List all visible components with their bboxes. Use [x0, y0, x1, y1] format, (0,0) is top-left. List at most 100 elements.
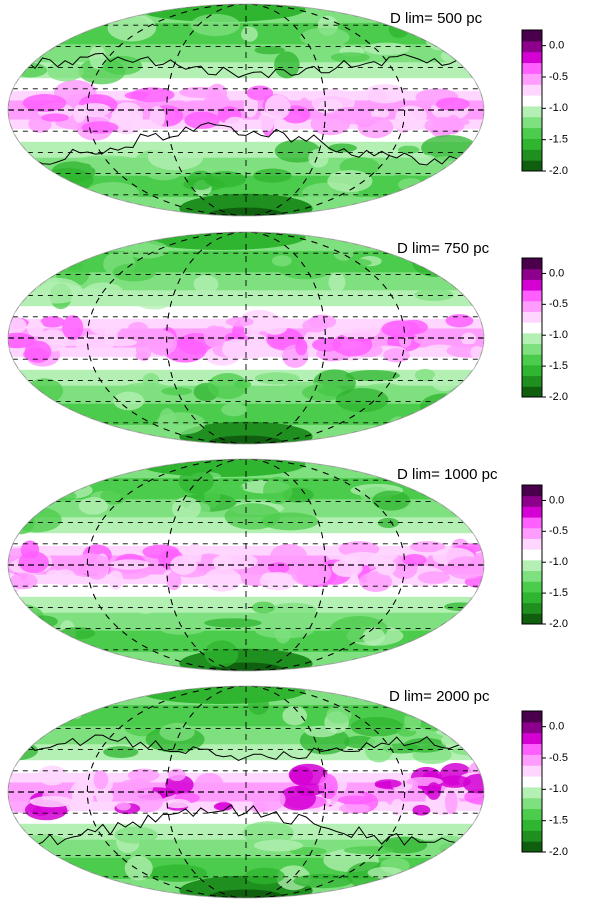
intensity-blob — [330, 52, 370, 63]
meridian-line — [166, 4, 326, 216]
intensity-blob — [22, 94, 67, 112]
intensity-blob — [446, 632, 484, 641]
intensity-blob — [383, 348, 411, 363]
intensity-blob — [251, 601, 275, 614]
intensity-blob — [195, 772, 224, 795]
map-outline — [7, 685, 485, 899]
intensity-blob — [274, 51, 300, 79]
intensity-blob — [8, 859, 68, 882]
intensity-blob — [463, 773, 484, 794]
intensity-blob — [438, 170, 484, 182]
intensity-blob — [345, 370, 400, 382]
intensity-blob — [158, 408, 176, 434]
colorbar: 0.0 -0.5 -1.0 -1.5 -2.0 — [521, 257, 568, 403]
colorbar-segment — [522, 559, 542, 572]
intensity-blob — [328, 143, 357, 153]
colorbar-segment — [522, 786, 542, 799]
intensity-blob — [225, 483, 244, 494]
intensity-blob — [326, 705, 352, 724]
colorbar-tick-label: -0.5 — [549, 525, 568, 537]
intensity-blob — [95, 789, 114, 804]
colorbar-tick-label: -0.5 — [549, 298, 568, 310]
intensity-blob — [357, 116, 394, 139]
intensity-blob — [254, 622, 314, 639]
contour-north — [19, 52, 473, 79]
intensity-blob — [261, 572, 279, 581]
intensity-blob — [445, 314, 474, 328]
intensity-blob — [204, 640, 239, 668]
intensity-blob — [441, 734, 459, 747]
meridian-line — [166, 232, 326, 444]
panel-title: D lim= 2000 pc — [389, 688, 490, 705]
intensity-blob — [167, 768, 186, 782]
intensity-blob — [127, 768, 160, 782]
intensity-blob — [332, 240, 355, 261]
intensity-blob — [127, 321, 149, 338]
intensity-blob — [59, 466, 94, 490]
colorbar-frame — [521, 710, 543, 853]
intensity-blob — [248, 694, 269, 715]
south-pole-core — [207, 435, 285, 444]
intensity-blob — [264, 94, 291, 120]
colorbar-segment — [522, 116, 542, 129]
colorbar-tick-label: -1.5 — [549, 587, 568, 599]
colorbar-segment — [522, 721, 542, 734]
intensity-blob — [295, 338, 308, 356]
colorbar-segment — [522, 581, 542, 593]
intensity-blob — [107, 13, 157, 42]
sky-map-panel-4: D lim= 2000 pc 0.0 -0.5 -1.0 -1.5 -2.0 — [7, 685, 568, 899]
map-outline — [7, 3, 485, 217]
intensity-blob — [444, 602, 478, 612]
colorbar-segment — [522, 343, 542, 355]
intensity-blob — [390, 774, 414, 792]
colorbar-frame — [521, 484, 543, 625]
map-outline — [7, 458, 485, 672]
intensity-blob — [108, 570, 124, 590]
intensity-blob — [293, 873, 353, 889]
colorbar-segment — [522, 830, 542, 842]
intensity-blob — [327, 170, 373, 193]
intensity-blob — [417, 571, 451, 584]
intensity-blob — [29, 795, 74, 808]
intensity-blob — [89, 45, 106, 70]
sky-map-panel-2: D lim= 750 pc 0.0 -0.5 -1.0 -1.5 -2.0 — [7, 231, 568, 445]
sky-map-panel-1: D lim= 500 pc 0.0 -0.5 -1.0 -1.5 -2.0 — [7, 3, 568, 217]
colorbar-segment — [522, 591, 542, 604]
colorbar-segment — [522, 311, 542, 323]
intensity-blob — [435, 727, 484, 738]
colorbar-frame — [521, 257, 543, 398]
colorbar-tick-label: -2.0 — [549, 391, 568, 403]
colorbar-segment — [522, 517, 542, 529]
intensity-blob — [159, 622, 207, 635]
colorbar-segment — [522, 30, 542, 42]
colorbar-segment — [522, 538, 542, 550]
intensity-blob — [161, 387, 193, 396]
intensity-blob — [271, 255, 292, 267]
colorbar-segment — [522, 354, 542, 366]
intensity-blob — [149, 105, 166, 129]
meridian-line — [86, 232, 406, 444]
intensity-blob — [11, 506, 62, 533]
intensity-blob — [203, 171, 246, 188]
intensity-blob — [213, 802, 234, 811]
intensity-blob — [461, 40, 484, 66]
intensity-blob — [24, 340, 52, 363]
panel-title: D lim= 750 pc — [397, 240, 490, 257]
intensity-blob — [412, 804, 431, 816]
intensity-blob — [363, 84, 408, 104]
colorbar-segment — [522, 62, 542, 74]
map-fill — [8, 4, 484, 216]
colorbar-segment — [522, 506, 542, 518]
intensity-blob — [290, 90, 319, 101]
intensity-blob — [451, 745, 484, 756]
colorbar-segment — [522, 570, 542, 582]
colorbar-segment — [522, 527, 542, 539]
intensity-blob — [335, 387, 389, 413]
colorbar-segment — [522, 300, 542, 312]
meridian-line — [166, 686, 326, 898]
panel-title: D lim= 1000 pc — [397, 466, 498, 483]
intensity-blob — [28, 277, 83, 304]
intensity-blob — [289, 847, 327, 856]
colorbar-segment — [522, 495, 542, 507]
